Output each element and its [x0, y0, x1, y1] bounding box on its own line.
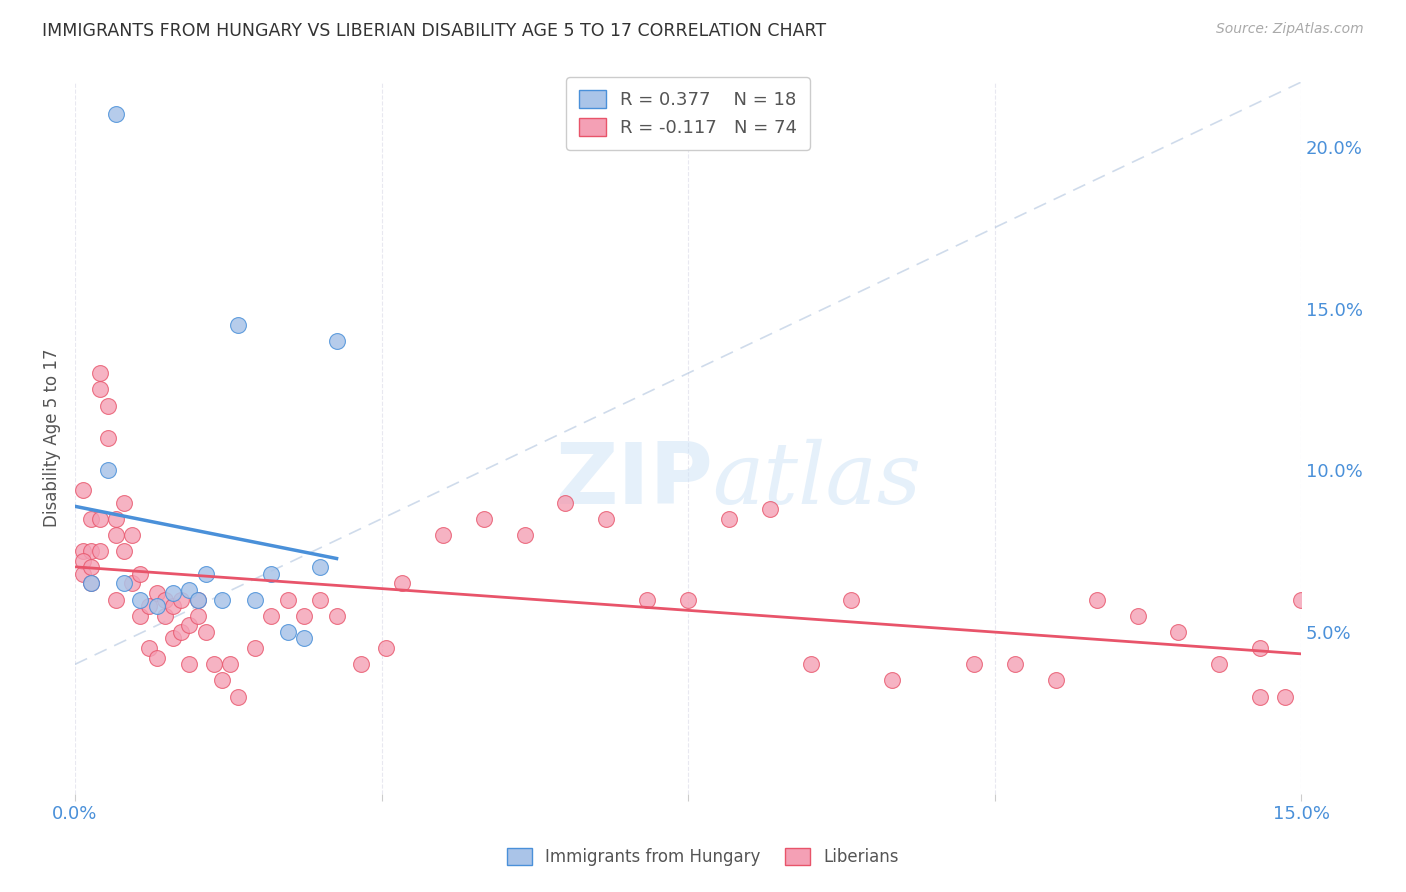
Point [194, 624, 217, 639]
Point [1249, 690, 1271, 704]
Point [292, 632, 315, 646]
Point [112, 495, 135, 509]
Point [717, 512, 740, 526]
Point [104, 107, 127, 121]
Point [153, 592, 176, 607]
Point [145, 586, 167, 600]
Point [432, 528, 454, 542]
Point [554, 495, 576, 509]
Point [243, 641, 266, 656]
Point [162, 586, 184, 600]
Point [138, 599, 160, 613]
Point [1274, 690, 1296, 704]
Point [1208, 657, 1230, 672]
Point [211, 592, 233, 607]
Point [800, 657, 823, 672]
Text: ZIP: ZIP [555, 439, 713, 522]
Text: Source: ZipAtlas.com: Source: ZipAtlas.com [1216, 22, 1364, 37]
Point [260, 566, 283, 581]
Point [179, 582, 201, 597]
Point [325, 608, 347, 623]
Point [758, 502, 780, 516]
Point [187, 592, 209, 607]
Point [1126, 608, 1149, 623]
Point [80, 544, 103, 558]
Point [162, 599, 184, 613]
Point [170, 624, 193, 639]
Point [89, 544, 111, 558]
Point [1045, 673, 1067, 688]
Point [260, 608, 283, 623]
Point [162, 632, 184, 646]
Point [145, 650, 167, 665]
Point [89, 383, 111, 397]
Point [676, 592, 699, 607]
Point [89, 366, 111, 380]
Point [187, 608, 209, 623]
Point [276, 592, 298, 607]
Y-axis label: Disability Age 5 to 17: Disability Age 5 to 17 [44, 349, 60, 527]
Point [219, 657, 242, 672]
Point [138, 641, 160, 656]
Point [129, 592, 152, 607]
Point [72, 566, 94, 581]
Text: atlas: atlas [713, 439, 922, 522]
Point [595, 512, 617, 526]
Point [121, 528, 143, 542]
Point [112, 576, 135, 591]
Point [145, 599, 167, 613]
Point [80, 576, 103, 591]
Point [170, 592, 193, 607]
Point [841, 592, 863, 607]
Point [97, 399, 120, 413]
Point [472, 512, 495, 526]
Point [80, 512, 103, 526]
Point [97, 463, 120, 477]
Point [1249, 641, 1271, 656]
Point [211, 673, 233, 688]
Point [276, 624, 298, 639]
Point [194, 566, 217, 581]
Legend: R = 0.377    N = 18, R = -0.117   N = 74: R = 0.377 N = 18, R = -0.117 N = 74 [567, 77, 810, 150]
Point [72, 554, 94, 568]
Point [1085, 592, 1108, 607]
Point [228, 690, 250, 704]
Point [121, 576, 143, 591]
Point [292, 608, 315, 623]
Point [129, 608, 152, 623]
Point [104, 528, 127, 542]
Point [374, 641, 396, 656]
Point [187, 592, 209, 607]
Legend: Immigrants from Hungary, Liberians: Immigrants from Hungary, Liberians [498, 840, 908, 875]
Point [104, 592, 127, 607]
Point [350, 657, 373, 672]
Point [112, 544, 135, 558]
Point [129, 566, 152, 581]
Point [179, 618, 201, 632]
Point [636, 592, 658, 607]
Point [243, 592, 266, 607]
Point [882, 673, 904, 688]
Point [391, 576, 413, 591]
Point [72, 483, 94, 497]
Point [513, 528, 536, 542]
Point [104, 512, 127, 526]
Point [1167, 624, 1189, 639]
Text: IMMIGRANTS FROM HUNGARY VS LIBERIAN DISABILITY AGE 5 TO 17 CORRELATION CHART: IMMIGRANTS FROM HUNGARY VS LIBERIAN DISA… [42, 22, 827, 40]
Point [309, 592, 332, 607]
Point [80, 576, 103, 591]
Point [97, 431, 120, 445]
Point [153, 608, 176, 623]
Point [80, 560, 103, 574]
Point [89, 512, 111, 526]
Point [1004, 657, 1026, 672]
Point [228, 318, 250, 332]
Point [309, 560, 332, 574]
Point [72, 544, 94, 558]
Point [179, 657, 201, 672]
Point [963, 657, 986, 672]
Point [325, 334, 347, 348]
Point [1289, 592, 1312, 607]
Point [202, 657, 225, 672]
